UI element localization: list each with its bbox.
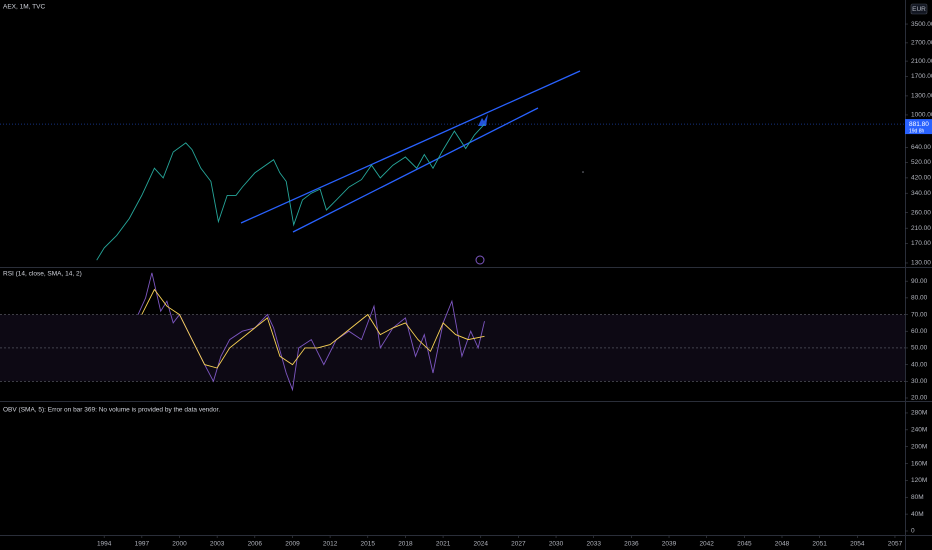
x-tick-label: 2009 bbox=[285, 541, 300, 548]
drawing-dot bbox=[582, 171, 584, 173]
y-tick-label: 120M bbox=[911, 477, 927, 484]
y-tick-label: 90.00 bbox=[911, 278, 928, 285]
y-tick-label: 160M bbox=[911, 460, 927, 467]
bar-countdown: 19d 8h bbox=[909, 128, 925, 134]
y-tick-label: 70.00 bbox=[911, 311, 928, 318]
event-icon[interactable] bbox=[475, 255, 485, 265]
y-tick-label: 2100.00 bbox=[911, 58, 932, 65]
y-tick-label: 3500.00 bbox=[911, 21, 932, 28]
x-tick-label: 2003 bbox=[210, 541, 225, 548]
y-tick-label: 260.00 bbox=[911, 209, 931, 216]
y-tick-label: 20.00 bbox=[911, 395, 928, 402]
x-tick-label: 2015 bbox=[361, 541, 376, 548]
x-tick-label: 2024 bbox=[474, 541, 489, 548]
y-tick-label: 420.00 bbox=[911, 175, 931, 182]
y-tick-label: 80M bbox=[911, 494, 924, 501]
x-tick-label: 2054 bbox=[850, 541, 865, 548]
x-tick-label: 2045 bbox=[737, 541, 752, 548]
trend-line-upper bbox=[240, 70, 581, 224]
y-tick-label: 30.00 bbox=[911, 378, 928, 385]
x-tick-label: 2039 bbox=[662, 541, 677, 548]
y-tick-label: 520.00 bbox=[911, 159, 931, 166]
x-tick-label: 2027 bbox=[511, 541, 526, 548]
y-tick-label: 40M bbox=[911, 511, 924, 518]
y-tick-label: 340.00 bbox=[911, 190, 931, 197]
indicator-line bbox=[141, 288, 485, 369]
y-tick-label: 280M bbox=[911, 410, 927, 417]
y-tick-label: 2700.00 bbox=[911, 40, 932, 47]
x-tick-label: 2057 bbox=[888, 541, 903, 548]
x-tick-label: 2033 bbox=[586, 541, 601, 548]
symbol-title: AEX, 1M, TVC bbox=[3, 4, 45, 11]
y-tick-label: 210.00 bbox=[911, 225, 931, 232]
y-tick-label: 170.00 bbox=[911, 240, 931, 247]
trend-line-lower bbox=[292, 107, 539, 233]
y-tick-label: 130.00 bbox=[911, 260, 931, 267]
y-tick-label: 1000.00 bbox=[911, 112, 932, 119]
x-tick-label: 1994 bbox=[97, 541, 112, 548]
x-tick-label: 2000 bbox=[172, 541, 187, 548]
rsi-title: RSI (14, close, SMA, 14, 2) bbox=[3, 271, 82, 278]
y-tick-label: 1700.00 bbox=[911, 73, 932, 80]
x-tick-label: 2018 bbox=[398, 541, 413, 548]
x-tick-label: 2042 bbox=[699, 541, 714, 548]
last-price-label: 881.80 bbox=[909, 121, 929, 128]
currency-button[interactable] bbox=[910, 3, 928, 15]
obv-title: OBV (SMA, 5): Error on bar 369: No volum… bbox=[3, 407, 220, 414]
x-tick-label: 2012 bbox=[323, 541, 338, 548]
x-tick-label: 2036 bbox=[624, 541, 639, 548]
y-tick-label: 60.00 bbox=[911, 328, 928, 335]
y-tick-label: 240M bbox=[911, 427, 927, 434]
y-tick-label: 50.00 bbox=[911, 345, 928, 352]
y-tick-label: 1300.00 bbox=[911, 93, 932, 100]
x-tick-label: 2021 bbox=[436, 541, 451, 548]
x-tick-label: 1997 bbox=[135, 541, 150, 548]
y-tick-label: 40.00 bbox=[911, 361, 928, 368]
x-tick-label: 2006 bbox=[248, 541, 263, 548]
y-tick-label: 80.00 bbox=[911, 295, 928, 302]
x-tick-label: 2051 bbox=[812, 541, 827, 548]
y-tick-label: 0 bbox=[911, 528, 915, 535]
projection-arrow bbox=[478, 114, 488, 126]
y-tick-label: 200M bbox=[911, 443, 927, 450]
y-tick-label: 640.00 bbox=[911, 144, 931, 151]
x-tick-label: 2030 bbox=[549, 541, 564, 548]
x-tick-label: 2048 bbox=[775, 541, 790, 548]
currency-label: EUR bbox=[912, 6, 926, 13]
price-line bbox=[96, 123, 485, 261]
last-price-box bbox=[905, 119, 932, 135]
